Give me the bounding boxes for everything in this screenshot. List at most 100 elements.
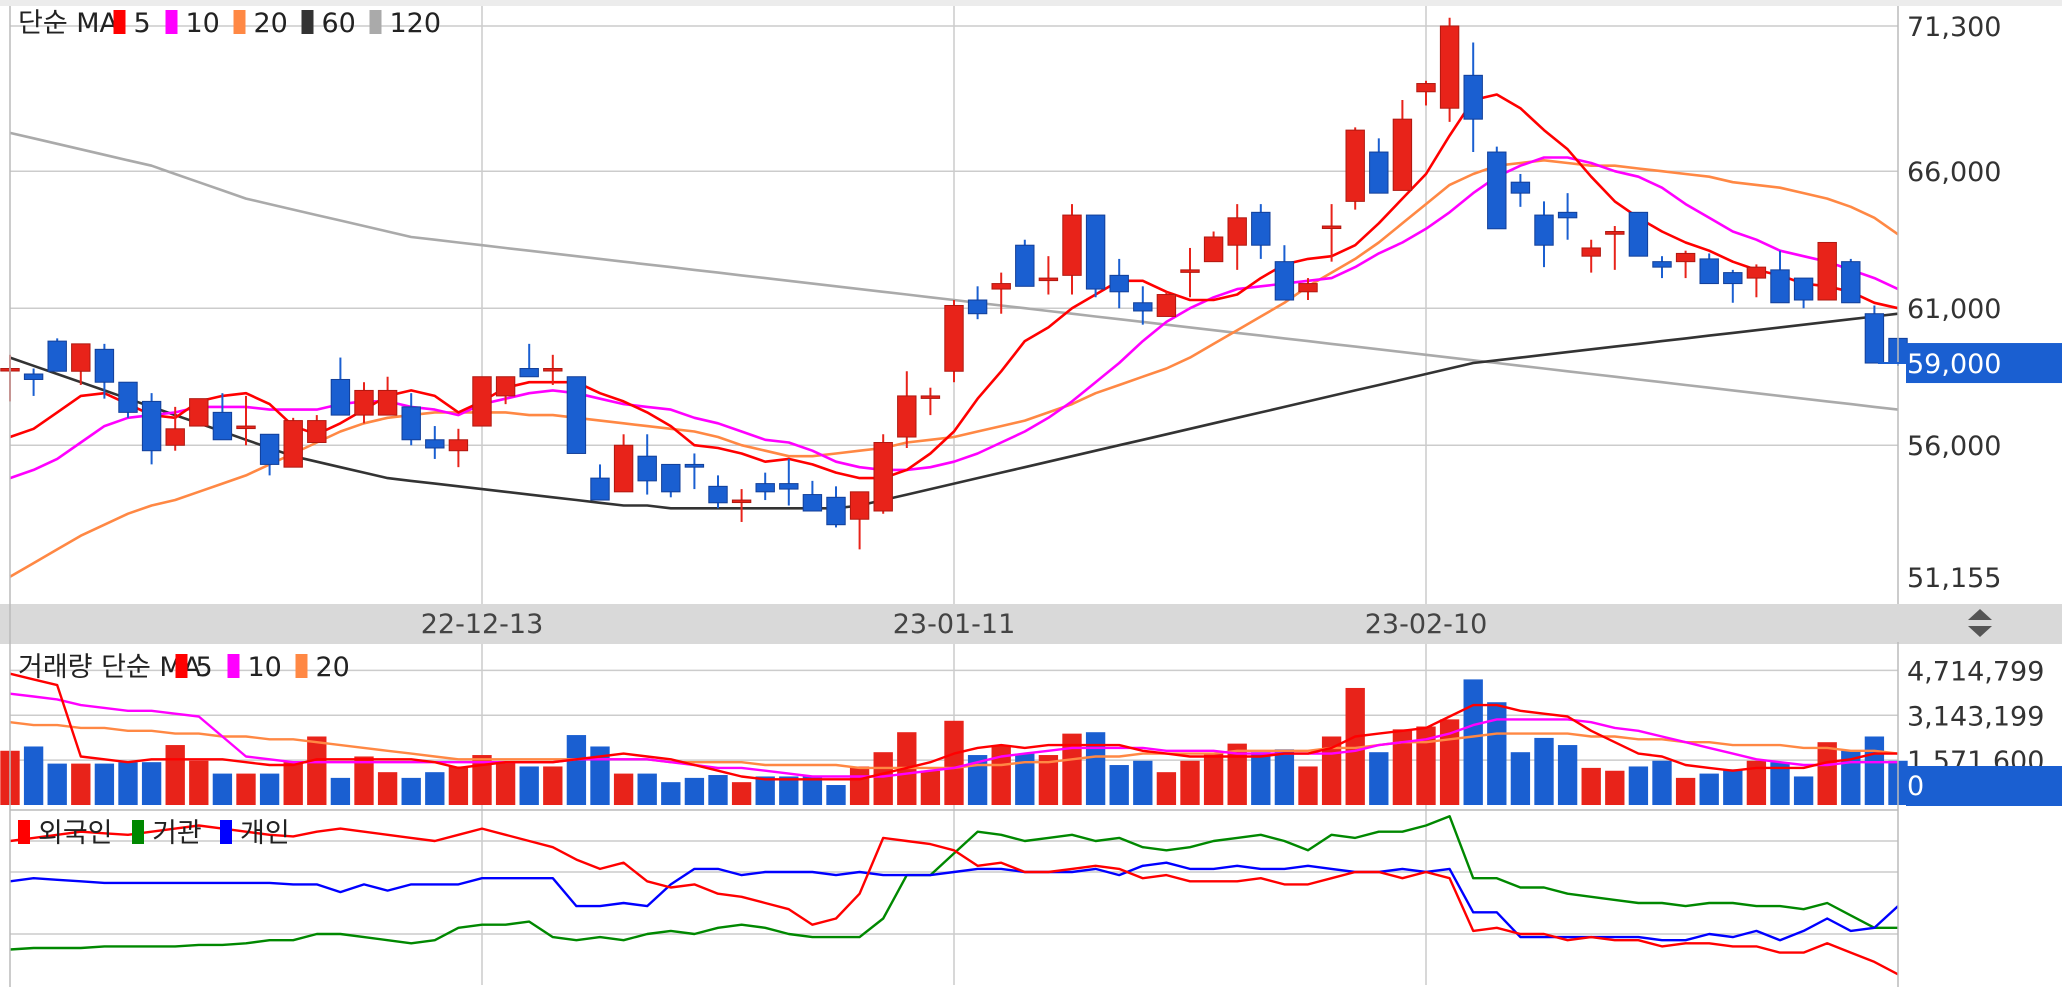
- investor-legend-swatch: [132, 820, 144, 844]
- candle-body: [1652, 261, 1672, 268]
- volume-bar: [637, 773, 657, 805]
- investor-line-institution: [10, 815, 1898, 951]
- candle: [637, 434, 657, 495]
- candle-body: [472, 376, 492, 427]
- candle-body: [826, 496, 846, 526]
- volume-bar: [1534, 737, 1554, 805]
- candle: [1085, 214, 1106, 298]
- candle: [1746, 264, 1767, 298]
- candle: [189, 398, 209, 427]
- volume-bar: [1392, 729, 1413, 805]
- price-legend-label: 120: [390, 8, 442, 39]
- investor-legend-swatch: [220, 820, 232, 844]
- candle: [1628, 211, 1649, 257]
- candle: [71, 343, 91, 385]
- candle: [1534, 201, 1554, 268]
- candle-body: [1628, 211, 1649, 257]
- price-legend-swatch: [301, 10, 314, 34]
- candle: [1156, 291, 1177, 317]
- candle-body: [897, 395, 917, 438]
- volume-bar: [1864, 736, 1885, 805]
- volume-bar: [47, 763, 67, 805]
- volume-bar: [1793, 776, 1814, 805]
- candle: [212, 393, 233, 441]
- candle-body: [1345, 129, 1365, 202]
- candle: [1298, 278, 1318, 301]
- candle: [1321, 204, 1342, 262]
- candle: [779, 458, 799, 506]
- candle-body: [566, 376, 587, 454]
- candle-body: [637, 455, 657, 482]
- candle-body: [1841, 261, 1861, 304]
- price-legend-swatch: [113, 10, 126, 34]
- volume-bar: [684, 777, 705, 805]
- candle: [1605, 226, 1625, 270]
- volume-bar: [1841, 750, 1861, 805]
- resize-handle-down-icon: [1968, 626, 1992, 637]
- candle-body: [1487, 151, 1507, 230]
- candle-body: [71, 343, 91, 372]
- price-tick-label: 61,000: [1907, 294, 2001, 325]
- price-legend-label: 5: [134, 8, 151, 39]
- candle-body: [23, 373, 44, 380]
- candle-body: [1746, 266, 1767, 279]
- candle-body: [495, 376, 516, 397]
- candle-body: [920, 395, 941, 399]
- candle: [661, 463, 681, 498]
- price-legend-swatch: [165, 10, 178, 34]
- candle-body: [1463, 74, 1483, 120]
- investor-legend-swatch: [18, 820, 30, 844]
- candle: [1227, 204, 1247, 270]
- candle: [1345, 127, 1365, 210]
- volume-bar: [1817, 742, 1837, 805]
- candle: [519, 343, 539, 378]
- candle: [448, 428, 469, 468]
- investor-lines: [10, 815, 1898, 976]
- volume-legend-title: 거래량 단순 MA: [18, 652, 202, 683]
- candle: [826, 486, 846, 528]
- candle: [1793, 277, 1814, 309]
- candle-body: [1133, 302, 1153, 312]
- volume-bar: [165, 745, 185, 805]
- price-legend-label: 60: [322, 8, 356, 39]
- candle-body: [1605, 231, 1625, 235]
- volume-bar: [23, 746, 44, 805]
- candle: [543, 354, 563, 385]
- volume-bar: [1510, 752, 1531, 805]
- volume-bar: [920, 770, 941, 805]
- volume-bar: [236, 773, 256, 805]
- volume-bar: [543, 766, 563, 805]
- current-volume-label: 0: [1907, 771, 1924, 802]
- candle: [425, 426, 445, 459]
- volume-bar: [189, 760, 209, 805]
- candle-body: [543, 368, 563, 372]
- volume-bar: [731, 782, 752, 805]
- price-tick-label: 66,000: [1907, 157, 2001, 188]
- candle-body: [1203, 236, 1224, 263]
- candle: [259, 433, 280, 476]
- volume-ma-line-10: [9, 692, 1898, 778]
- candle: [1699, 253, 1719, 285]
- candle-body: [1817, 241, 1837, 301]
- candle-body: [1557, 211, 1578, 219]
- price-tick-label: 51,155: [1907, 563, 2001, 594]
- candle-body: [779, 483, 799, 490]
- candle-body: [259, 433, 280, 465]
- candle: [377, 376, 398, 416]
- volume-tick-label: 3,143,199: [1907, 701, 2044, 732]
- candle: [1770, 250, 1790, 304]
- volume-bar: [1015, 753, 1035, 805]
- volume-bar: [661, 782, 681, 805]
- volume-bar: [495, 762, 516, 805]
- volume-bar: [1628, 766, 1649, 805]
- candle-body: [330, 378, 351, 416]
- candle: [1557, 193, 1578, 240]
- candle-body: [1793, 277, 1814, 301]
- price-legend-title: 단순 MA: [18, 8, 119, 39]
- volume-bar: [377, 772, 398, 805]
- candle-body: [661, 463, 681, 493]
- candle: [1274, 245, 1295, 301]
- candle-body: [212, 411, 233, 441]
